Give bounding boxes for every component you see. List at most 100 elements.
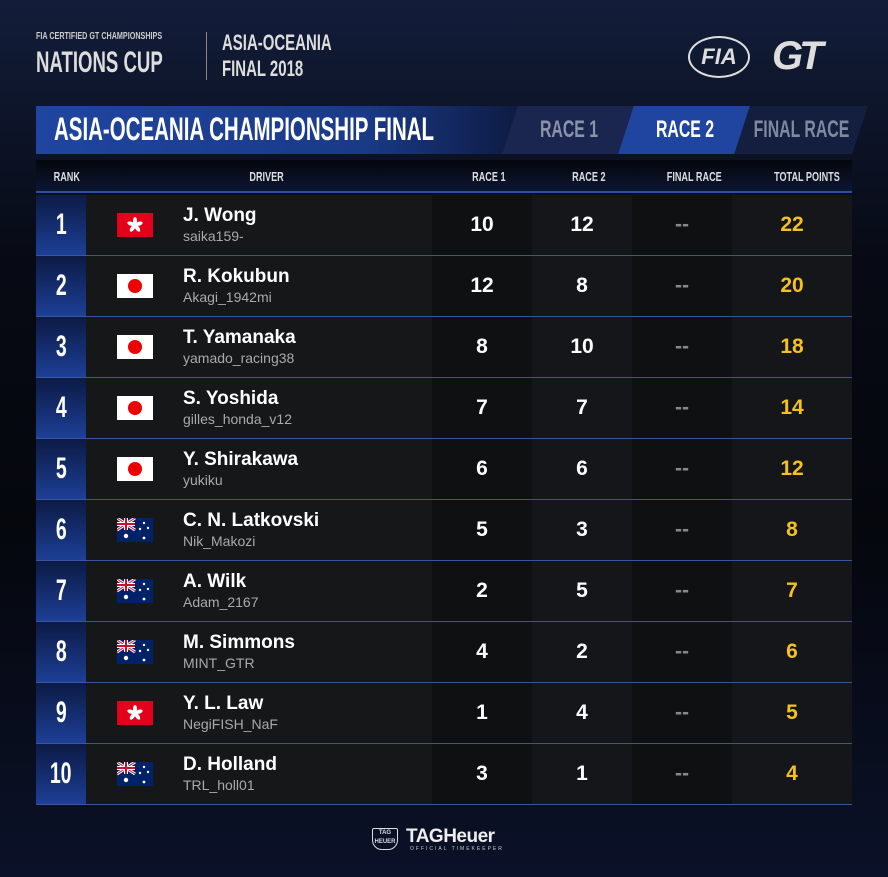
total-points: 12 (732, 439, 852, 499)
tab-final-race[interactable]: FINAL RACE (734, 106, 868, 154)
driver-cell: M. Simmons MINT_GTR (86, 622, 432, 682)
page-title: ASIA-OCEANIA CHAMPIONSHIP FINAL (54, 111, 435, 147)
tab-race-1[interactable]: RACE 1 (502, 106, 636, 154)
driver-username: MINT_GTR (183, 655, 255, 671)
col-total-points: TOTAL POINTS (774, 169, 840, 184)
final-race-points: -- (632, 622, 732, 682)
championship-label: FIA CERTIFIED GT CHAMPIONSHIPS (36, 31, 163, 42)
final-race-points: -- (632, 317, 732, 377)
total-points: 6 (732, 622, 852, 682)
race1-points: 4 (432, 622, 532, 682)
japan-flag-icon (117, 457, 153, 481)
race1-points: 12 (432, 256, 532, 316)
table-row: 10 D. Holland TRL_holl01 3 1 -- 4 (36, 744, 852, 805)
australia-flag-icon (116, 516, 153, 542)
rank: 3 (55, 330, 67, 363)
driver-username: Nik_Makozi (183, 533, 256, 549)
driver-name: D. Holland (183, 754, 277, 775)
tag-heuer-tagline: OFFICIAL TIMEKEEPER (410, 846, 504, 852)
rank-cell: 1 (36, 195, 86, 255)
driver-cell: J. Wong saika159- (86, 195, 432, 255)
rank: 5 (55, 452, 67, 485)
col-rank: RANK (53, 169, 80, 184)
rank: 1 (55, 208, 67, 241)
rank-cell: 6 (36, 500, 86, 560)
final-race-points: -- (632, 439, 732, 499)
australia-flag-icon (116, 577, 153, 603)
race2-points: 4 (532, 683, 632, 743)
col-race2: RACE 2 (572, 169, 606, 184)
driver-username: Akagi_1942mi (183, 289, 272, 305)
hong-kong-flag-icon (117, 213, 153, 237)
rank-cell: 5 (36, 439, 86, 499)
table-row: 1 J. Wong saika159- 10 12 -- 22 (36, 195, 852, 256)
tab-label: RACE 2 (655, 116, 715, 143)
total-points: 14 (732, 378, 852, 438)
race2-points: 12 (532, 195, 632, 255)
nations-cup-label: NATIONS CUP (36, 46, 163, 79)
driver-name: J. Wong (183, 205, 257, 226)
driver-name: A. Wilk (183, 571, 247, 592)
race2-points: 1 (532, 744, 632, 804)
driver-username: saika159- (183, 228, 244, 244)
table-row: 7 A. Wilk Adam_2167 2 5 -- 7 (36, 561, 852, 622)
total-points: 22 (732, 195, 852, 255)
rank-cell: 4 (36, 378, 86, 438)
final-race-points: -- (632, 195, 732, 255)
race1-points: 1 (432, 683, 532, 743)
final-race-points: -- (632, 500, 732, 560)
total-points: 7 (732, 561, 852, 621)
total-points: 20 (732, 256, 852, 316)
japan-flag-icon (117, 335, 153, 359)
race2-points: 10 (532, 317, 632, 377)
fia-logo: FIA (688, 36, 750, 78)
japan-flag-icon (117, 396, 153, 420)
race1-points: 8 (432, 317, 532, 377)
final-race-points: -- (632, 683, 732, 743)
total-points: 8 (732, 500, 852, 560)
tab-label: RACE 1 (539, 116, 599, 143)
race1-points: 10 (432, 195, 532, 255)
table-row: 5 Y. Shirakawa yukiku 6 6 -- 12 (36, 439, 852, 500)
race1-points: 6 (432, 439, 532, 499)
australia-flag-icon (116, 638, 153, 664)
japan-flag-icon (117, 274, 153, 298)
race1-points: 7 (432, 378, 532, 438)
event-label: FINAL 2018 (222, 56, 304, 81)
rank-cell: 3 (36, 317, 86, 377)
driver-name: M. Simmons (183, 632, 295, 653)
total-points: 4 (732, 744, 852, 804)
table-row: 6 C. N. Latkovski Nik_Makozi 5 3 -- 8 (36, 500, 852, 561)
driver-username: NegiFISH_NaF (183, 716, 278, 732)
race1-points: 3 (432, 744, 532, 804)
driver-username: gilles_honda_v12 (183, 411, 292, 427)
rank: 9 (55, 696, 67, 729)
driver-cell: Y. L. Law NegiFISH_NaF (86, 683, 432, 743)
race2-points: 5 (532, 561, 632, 621)
col-final-race: FINAL RACE (666, 169, 722, 184)
table-row: 3 T. Yamanaka yamado_racing38 8 10 -- 18 (36, 317, 852, 378)
driver-name: T. Yamanaka (183, 327, 296, 348)
race1-points: 2 (432, 561, 532, 621)
table-row: 8 M. Simmons MINT_GTR 4 2 -- 6 (36, 622, 852, 683)
total-points: 18 (732, 317, 852, 377)
tab-race-2[interactable]: RACE 2 (618, 106, 752, 154)
header-divider (206, 32, 207, 80)
column-header-row: RANK DRIVER RACE 1 RACE 2 FINAL RACE TOT… (36, 160, 852, 193)
driver-name: Y. Shirakawa (183, 449, 299, 470)
race2-points: 6 (532, 439, 632, 499)
rank-cell: 8 (36, 622, 86, 682)
rank: 7 (55, 574, 67, 607)
rank-cell: 7 (36, 561, 86, 621)
driver-cell: Y. Shirakawa yukiku (86, 439, 432, 499)
rank: 4 (55, 391, 67, 424)
tag-heuer-brand: TAGHeuer (406, 826, 495, 847)
table-row: 2 R. Kokubun Akagi_1942mi 12 8 -- 20 (36, 256, 852, 317)
final-race-points: -- (632, 561, 732, 621)
rank: 8 (55, 635, 67, 668)
rank: 6 (55, 513, 67, 546)
driver-username: yukiku (183, 472, 223, 488)
gt-logo: GT (772, 34, 824, 78)
driver-cell: R. Kokubun Akagi_1942mi (86, 256, 432, 316)
driver-cell: S. Yoshida gilles_honda_v12 (86, 378, 432, 438)
